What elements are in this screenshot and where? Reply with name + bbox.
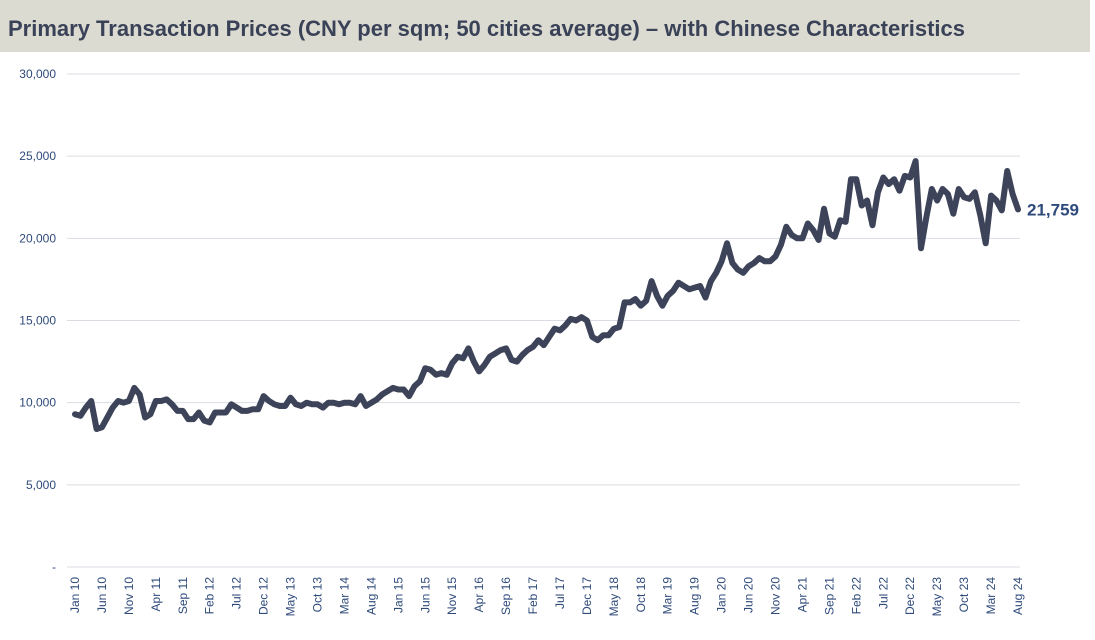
y-tick-label: 30,000 [19, 67, 56, 81]
y-tick-label: 10,000 [19, 396, 56, 410]
x-tick-label: Dec 17 [580, 577, 594, 615]
x-tick-label: Sep 11 [176, 577, 190, 614]
x-tick-label: Nov 20 [769, 577, 783, 615]
chart-title: Primary Transaction Prices (CNY per sqm;… [8, 16, 965, 41]
x-tick-label: Jun 20 [742, 577, 756, 613]
title-bar [0, 0, 1090, 52]
x-tick-label: Jan 10 [68, 577, 82, 613]
x-tick-label: Feb 12 [203, 577, 217, 615]
x-tick-label: Oct 23 [957, 577, 971, 613]
x-tick-label: Jan 15 [391, 577, 405, 613]
x-tick-label: Sep 21 [822, 577, 836, 615]
x-tick-label: May 13 [284, 577, 298, 617]
x-tick-label: Apr 16 [472, 577, 486, 613]
y-tick-label: - [52, 560, 56, 574]
data-label: 21,759 [1027, 200, 1079, 219]
x-tick-label: Nov 10 [122, 577, 136, 615]
x-tick-label: Dec 22 [903, 577, 917, 615]
x-tick-label: Aug 24 [1011, 577, 1025, 615]
data-line [72, 158, 1021, 432]
x-tick-label: Mar 24 [984, 577, 998, 615]
x-tick-label: Apr 11 [149, 577, 163, 612]
y-tick-label: 5,000 [26, 478, 56, 492]
x-tick-label: Apr 21 [795, 577, 809, 613]
x-tick-label: Mar 19 [661, 577, 675, 615]
x-tick-label: May 23 [930, 577, 944, 617]
x-tick-label: Feb 22 [849, 577, 863, 615]
x-tick-label: Jun 15 [418, 577, 432, 613]
x-tick-label: Aug 14 [364, 577, 378, 615]
x-tick-label: Oct 18 [634, 577, 648, 613]
x-tick-label: Feb 17 [526, 577, 540, 615]
x-tick-label: Jul 22 [876, 577, 890, 609]
x-tick-label: Sep 16 [499, 577, 513, 615]
x-tick-label: Jul 17 [553, 577, 567, 609]
x-tick-label: Nov 15 [445, 577, 459, 615]
x-tick-label: Aug 19 [688, 577, 702, 615]
y-tick-label: 15,000 [19, 314, 56, 328]
x-tick-label: Oct 13 [310, 577, 324, 613]
x-tick-label: Dec 12 [257, 577, 271, 615]
x-tick-label: May 18 [607, 577, 621, 617]
x-tick-label: Jun 10 [95, 577, 109, 613]
x-tick-label: Jul 12 [230, 577, 244, 609]
y-tick-label: 20,000 [19, 231, 56, 245]
y-tick-label: 25,000 [19, 149, 56, 163]
x-tick-label: Mar 14 [337, 577, 351, 615]
x-tick-label: Jan 20 [715, 577, 729, 613]
